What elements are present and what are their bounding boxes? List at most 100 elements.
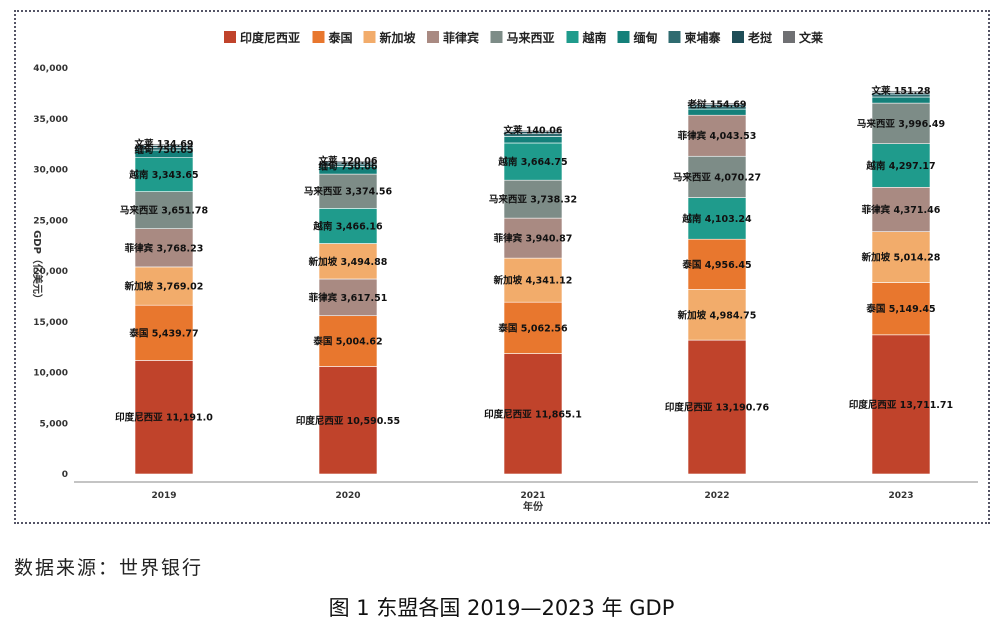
bar-segment: [871, 334, 931, 475]
x-tick-label: 2022: [704, 491, 729, 501]
y-tick-label: 30,000: [33, 166, 68, 176]
data-label: 马来西亚 3,374.56: [304, 186, 393, 198]
data-label: 菲律宾 3,768.23: [125, 242, 204, 254]
y-tick-label: 35,000: [33, 115, 68, 125]
bar-segment: [871, 143, 931, 188]
data-label: 越南 3,466.16: [312, 220, 383, 232]
data-label: 泰国 5,004.62: [312, 336, 382, 348]
bar-segment: [318, 315, 378, 367]
x-tick-label: 2020: [335, 491, 360, 501]
data-label: 马来西亚 3,651.78: [120, 205, 209, 217]
legend-swatch: [732, 31, 744, 43]
x-tick-label: 2021: [520, 491, 545, 501]
bar-segment: [871, 186, 931, 232]
data-label: 菲律宾 4,043.53: [678, 130, 757, 142]
bar-segment: [134, 228, 194, 268]
bar-segment: [134, 191, 194, 229]
y-tick-label: 0: [62, 470, 68, 480]
data-label: 新加坡 4,984.75: [678, 309, 757, 321]
legend-swatch: [783, 31, 795, 43]
data-label: 文莱 134.69: [134, 138, 194, 150]
legend-label: 印度尼西亚: [240, 30, 300, 45]
bar-segment: [503, 136, 563, 144]
bar-segment: [871, 90, 931, 93]
legend-swatch: [490, 31, 503, 43]
y-tick-label: 40,000: [33, 64, 68, 74]
bar-segment: [503, 129, 563, 133]
chart-frame: 印度尼西亚 泰国 新加坡 菲律宾 马来西亚 越南 缅甸 柬埔寨 老挝 文莱 0 5,000 10,000…: [14, 10, 990, 524]
data-label: 新加坡 5,014.28: [862, 252, 941, 264]
data-label: 文莱 120.06: [318, 155, 378, 167]
bar-segment: [503, 142, 563, 181]
legend-swatch: [427, 31, 439, 43]
legend-label: 缅甸: [634, 30, 658, 45]
y-tick-label: 25,000: [33, 216, 68, 226]
bar-segment: [503, 353, 563, 475]
bar-segment: [687, 102, 747, 105]
bar-segment: [871, 282, 931, 336]
legend-swatch: [668, 31, 681, 43]
data-label: 泰国 4,956.45: [681, 259, 751, 271]
y-tick-label: 15,000: [33, 318, 68, 328]
data-label: 印度尼西亚 13,711.71: [849, 399, 953, 411]
bar-segment: [871, 102, 931, 144]
x-tick-label: 2023: [888, 491, 913, 501]
bar-segment: [503, 179, 563, 219]
data-label: 泰国 5,439.77: [128, 327, 198, 339]
data-label: 老挝 154.69: [687, 99, 747, 111]
bar-segment: [687, 289, 747, 341]
data-label: 新加坡 3,769.02: [125, 281, 204, 293]
source-note: 数据来源：世界银行: [14, 557, 204, 579]
legend-swatch: [617, 31, 630, 43]
y-axis-title: GDP（亿美元）: [31, 230, 44, 304]
data-label: 印度尼西亚 11,191.0: [115, 412, 213, 424]
bar-segment: [134, 143, 194, 146]
legend-label: 新加坡: [380, 30, 417, 45]
legend-swatch: [566, 31, 579, 43]
legend-swatch: [224, 31, 236, 43]
y-tick-label: 5,000: [40, 419, 68, 429]
bar-segment: [687, 155, 747, 198]
data-label: 越南 3,664.75: [497, 156, 567, 168]
bar-segment: [687, 238, 747, 290]
bar-segment: [687, 114, 747, 157]
legend-label: 柬埔寨: [684, 30, 721, 45]
legend-label: 菲律宾: [443, 30, 479, 45]
legend-label: 越南: [582, 30, 607, 45]
bar-segment: [503, 301, 563, 354]
bar-segment: [318, 208, 378, 244]
legend-label: 马来西亚: [507, 30, 555, 45]
bar-segment: [687, 339, 747, 475]
bar-segment: [318, 243, 378, 280]
legend-swatch: [363, 31, 376, 43]
bar-segment: [503, 217, 563, 259]
data-label: 新加坡 3,494.88: [309, 256, 388, 268]
data-label: 马来西亚 3,738.32: [489, 194, 577, 206]
bar-segment: [134, 304, 194, 361]
data-label: 文莱 151.28: [871, 85, 931, 97]
bar-segment: [318, 173, 378, 209]
data-label: 印度尼西亚 10,590.55: [296, 415, 400, 427]
bar-segment: [318, 366, 378, 475]
data-label: 越南 4,103.24: [681, 213, 752, 225]
data-label: 泰国 5,149.45: [865, 303, 935, 315]
data-label: 菲律宾 3,617.51: [309, 292, 388, 304]
data-label: 菲律宾 4,371.46: [862, 204, 941, 216]
bar-segment: [318, 160, 378, 163]
data-label: 新加坡 4,341.12: [494, 275, 573, 287]
data-label: 缅甸 750.06: [319, 160, 378, 172]
data-label: 马来西亚 4,070.27: [673, 171, 761, 183]
bar-segment: [687, 197, 747, 240]
data-label: 印度尼西亚 13,190.76: [665, 402, 770, 414]
data-label: 文莱 140.06: [503, 124, 563, 136]
bar-segment: [503, 257, 563, 303]
legend-label: 文莱: [799, 30, 823, 45]
data-label: 泰国 5,062.56: [497, 322, 568, 334]
data-label: 菲律宾 3,940.87: [494, 233, 573, 245]
figure-caption: 图 1 东盟各国 2019—2023 年 GDP: [328, 596, 675, 620]
data-label: 越南 4,297.17: [865, 160, 935, 172]
data-label: 越南 3,343.65: [128, 169, 198, 181]
stacked-bar-chart: 印度尼西亚 泰国 新加坡 菲律宾 马来西亚 越南 缅甸 柬埔寨 老挝 文莱 0 5,000 10,000…: [31, 30, 978, 513]
bar-segment: [134, 157, 194, 192]
data-label: 印度尼西亚 11,865.1: [484, 408, 582, 420]
